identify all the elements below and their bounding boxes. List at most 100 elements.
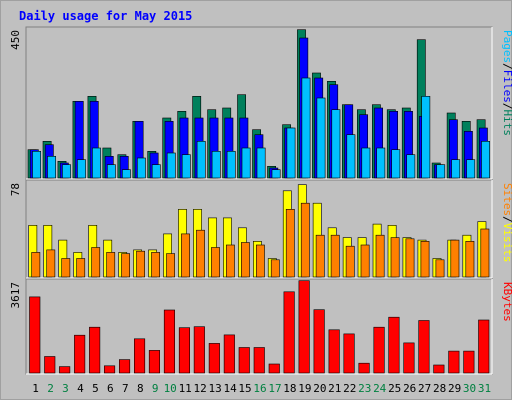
bar-pages-day-29	[451, 159, 461, 179]
bar-pages-day-28	[436, 164, 446, 179]
x-tick-label: 28	[433, 382, 446, 395]
bar-sites-day-29	[450, 239, 460, 278]
bar-sites-day-23	[360, 244, 370, 278]
x-tick-label: 31	[478, 382, 491, 395]
x-tick-label: 5	[92, 382, 99, 395]
bar-sites-day-2	[46, 249, 56, 278]
bar-pages-day-5	[92, 147, 101, 179]
bar-sites-day-30	[465, 241, 475, 278]
x-tick-label: 6	[107, 382, 114, 395]
bar-kbytes-day-9	[148, 350, 160, 374]
bar-pages-day-4	[77, 159, 86, 179]
bar-pages-day-16	[256, 147, 266, 179]
legend-entry: Files	[501, 70, 512, 103]
bar-pages-day-24	[376, 147, 386, 179]
bar-pages-day-17	[271, 169, 281, 179]
bar-sites-day-22	[345, 245, 355, 278]
x-tick-label: 9	[152, 382, 159, 395]
bar-kbytes-day-10	[163, 309, 175, 374]
bar-pages-day-2	[47, 156, 56, 179]
bar-kbytes-day-20	[313, 309, 325, 374]
bar-sites-day-13	[211, 247, 220, 278]
bar-kbytes-day-4	[74, 334, 86, 374]
bar-kbytes-day-15	[238, 347, 250, 374]
bar-kbytes-day-29	[448, 350, 460, 374]
x-tick-label: 30	[463, 382, 476, 395]
legend-entry: /	[501, 103, 512, 110]
bar-sites-day-17	[270, 259, 280, 278]
bar-pages-day-7	[122, 169, 131, 179]
bar-kbytes-day-17	[268, 363, 280, 374]
bar-sites-day-5	[91, 247, 101, 278]
bar-sites-day-7	[121, 253, 130, 278]
bar-sites-day-16	[256, 244, 265, 278]
bar-pages-day-22	[346, 134, 356, 179]
bar-sites-day-4	[76, 258, 86, 278]
bar-pages-day-11	[181, 154, 191, 179]
bar-kbytes-day-12	[193, 326, 205, 374]
bar-sites-day-19	[300, 202, 310, 278]
x-tick-label: 14	[223, 382, 237, 395]
legend-entry: Pages	[501, 30, 512, 63]
bar-kbytes-day-31	[478, 319, 490, 374]
ytick-max-label: 78	[9, 183, 22, 196]
x-tick-label: 26	[403, 382, 416, 395]
bar-sites-day-9	[151, 252, 160, 278]
bar-pages-day-14	[226, 151, 236, 179]
bar-kbytes-day-22	[343, 333, 355, 374]
ytick-max-label: 3617	[9, 282, 22, 309]
legend-entry: Hits	[501, 110, 512, 137]
bar-pages-day-20	[316, 97, 326, 179]
bar-sites-day-28	[435, 259, 445, 278]
bar-sites-day-20	[315, 234, 325, 278]
bar-sites-day-27	[420, 241, 430, 278]
bar-sites-day-1	[31, 252, 41, 278]
bar-kbytes-day-21	[328, 329, 340, 374]
x-tick-label: 8	[137, 382, 144, 395]
legend-entry: /	[501, 63, 512, 70]
x-tick-label: 17	[268, 382, 281, 395]
bar-pages-day-12	[196, 141, 206, 179]
x-tick-label: 20	[313, 382, 326, 395]
bar-kbytes-day-24	[373, 326, 385, 374]
x-tick-label: 22	[343, 382, 356, 395]
bar-pages-day-3	[62, 164, 71, 179]
legend-entry: Visits	[501, 223, 512, 263]
bar-sites-day-25	[390, 237, 400, 278]
legend-side-label: Pages/Files/Hits	[501, 30, 512, 136]
bar-pages-day-10	[166, 152, 176, 179]
bar-sites-day-8	[136, 250, 145, 278]
bar-sites-day-10	[166, 253, 175, 278]
bar-pages-day-15	[241, 147, 251, 179]
legend-entry: KBytes	[501, 282, 512, 322]
x-tick-label: 21	[328, 382, 341, 395]
bar-pages-day-13	[211, 151, 221, 179]
x-tick-label: 7	[122, 382, 129, 395]
bar-sites-day-11	[181, 233, 190, 278]
bar-kbytes-day-16	[253, 347, 265, 374]
bar-pages-day-25	[391, 149, 401, 179]
bar-kbytes-day-1	[29, 296, 41, 374]
x-tick-label: 15	[238, 382, 251, 395]
bar-pages-day-19	[301, 77, 311, 179]
bar-pages-day-9	[151, 164, 161, 179]
x-tick-label: 23	[358, 382, 371, 395]
x-tick-label: 3	[62, 382, 69, 395]
legend-entry: /	[501, 216, 512, 223]
bar-kbytes-day-5	[89, 326, 101, 374]
legend-side-label: KBytes	[501, 282, 512, 322]
bar-kbytes-day-7	[119, 359, 131, 374]
bar-sites-day-6	[106, 252, 116, 278]
bar-pages-day-1	[32, 151, 41, 179]
x-tick-label: 1	[32, 382, 39, 395]
bar-kbytes-day-6	[104, 365, 116, 374]
bar-pages-day-6	[107, 164, 116, 179]
bar-kbytes-day-30	[463, 350, 475, 374]
bar-kbytes-day-13	[208, 343, 220, 374]
bar-pages-day-23	[361, 147, 371, 179]
bar-sites-day-15	[241, 242, 250, 278]
legend-entry: Sites	[501, 183, 512, 216]
bar-kbytes-day-23	[358, 362, 370, 374]
